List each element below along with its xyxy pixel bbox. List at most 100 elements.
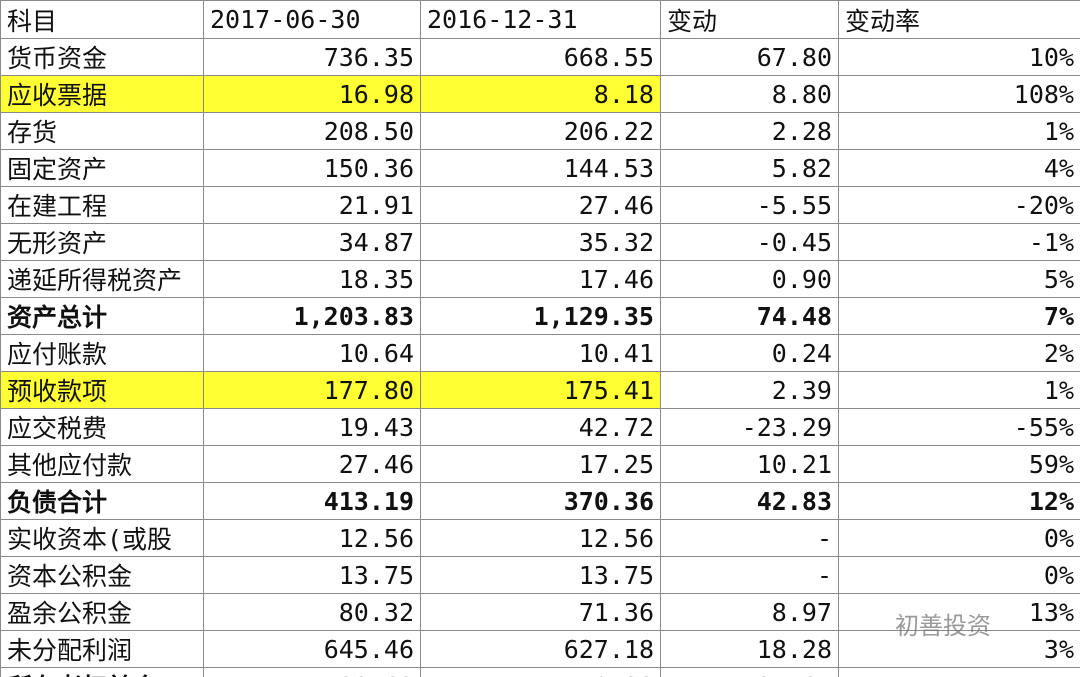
row-label: 应收票据 (0, 75, 204, 113)
row-label: 固定资产 (0, 149, 204, 187)
cell: 0% (838, 519, 1080, 557)
cell: 7% (838, 297, 1080, 335)
cell: - (660, 556, 839, 594)
table-row: 应付账款 10.64 10.41 0.24 2% (0, 334, 1080, 372)
cell: 17.46 (420, 260, 661, 298)
cell: 177.80 (203, 371, 421, 409)
cell: 74.48 (660, 297, 839, 335)
cell: -20% (838, 186, 1080, 224)
cell: 0% (838, 556, 1080, 594)
cell: 0.90 (660, 260, 839, 298)
cell: -1% (838, 223, 1080, 261)
cell: 1% (838, 112, 1080, 150)
cell: 8.80 (660, 75, 839, 113)
cell: 12.56 (203, 519, 421, 557)
table-row: 存货 208.50 206.22 2.28 1% (0, 112, 1080, 150)
cell: 3% (838, 630, 1080, 668)
cell: 736.35 (203, 38, 421, 76)
header-cell: 2016-12-31 (420, 0, 661, 39)
cell: 10.21 (660, 445, 839, 483)
cell: 208.50 (203, 112, 421, 150)
cell: 1,203.83 (203, 297, 421, 335)
table-row: 固定资产 150.36 144.53 5.82 4% (0, 149, 1080, 187)
row-label: 盈余公积金 (0, 593, 204, 631)
cell: 108% (838, 75, 1080, 113)
cell: -23.29 (660, 408, 839, 446)
cell: 8.97 (660, 593, 839, 631)
row-label: 存货 (0, 112, 204, 150)
row-label: 实收资本(或股 (0, 519, 204, 557)
table-row: 资产总计 1,203.83 1,129.35 74.48 7% (0, 297, 1080, 335)
cell: 12.56 (420, 519, 661, 557)
row-label: 未分配利润 (0, 630, 204, 668)
cell: 4% (838, 149, 1080, 187)
cell: -0.45 (660, 223, 839, 261)
header-cell: 科目 (0, 0, 204, 39)
cell: 2.39 (660, 371, 839, 409)
header-cell: 变动率 (838, 0, 1080, 39)
cell: 2.28 (660, 112, 839, 150)
cell: -55% (838, 408, 1080, 446)
cell: 42.83 (660, 482, 839, 520)
cell: 80.32 (203, 593, 421, 631)
cell: 0.24 (660, 334, 839, 372)
cell: 34.87 (203, 223, 421, 261)
cell: 758.99 (420, 667, 661, 677)
cell: 2% (838, 334, 1080, 372)
cell: 206.22 (420, 112, 661, 150)
cell: 1% (838, 371, 1080, 409)
cell: 645.46 (203, 630, 421, 668)
header-cell: 2017-06-30 (203, 0, 421, 39)
cell: 668.55 (420, 38, 661, 76)
row-label: 应付账款 (0, 334, 204, 372)
table-row: 在建工程 21.91 27.46 -5.55 -20% (0, 186, 1080, 224)
table-row: 负债合计 413.19 370.36 42.83 12% (0, 482, 1080, 520)
cell: 71.36 (420, 593, 661, 631)
row-label: 资本公积金 (0, 556, 204, 594)
cell: 790.63 (203, 667, 421, 677)
cell: 370.36 (420, 482, 661, 520)
cell: 13.75 (203, 556, 421, 594)
table-row: 货币资金 736.35 668.55 67.80 10% (0, 38, 1080, 76)
cell: 413.19 (203, 482, 421, 520)
cell: 13.75 (420, 556, 661, 594)
cell: 150.36 (203, 149, 421, 187)
cell: 10.64 (203, 334, 421, 372)
cell: 31.65 (660, 667, 839, 677)
row-label: 资产总计 (0, 297, 204, 335)
row-label: 所有者权益合 (0, 667, 204, 677)
row-label: 递延所得税资产 (0, 260, 204, 298)
row-label: 负债合计 (0, 482, 204, 520)
table-row: 应收票据 16.98 8.18 8.80 108% (0, 75, 1080, 113)
cell: 5.82 (660, 149, 839, 187)
cell: 18.35 (203, 260, 421, 298)
cell: 4% (838, 667, 1080, 677)
cell: 27.46 (420, 186, 661, 224)
table-row: 无形资产 34.87 35.32 -0.45 -1% (0, 223, 1080, 261)
cell: 16.98 (203, 75, 421, 113)
cell: 5% (838, 260, 1080, 298)
table-row: 所有者权益合790.63758.9931.654% (0, 667, 1080, 677)
row-label: 无形资产 (0, 223, 204, 261)
row-label: 预收款项 (0, 371, 204, 409)
cell: 10% (838, 38, 1080, 76)
cell: - (660, 519, 839, 557)
row-label: 在建工程 (0, 186, 204, 224)
table-row: 递延所得税资产 18.35 17.46 0.90 5% (0, 260, 1080, 298)
cell: -5.55 (660, 186, 839, 224)
cell: 21.91 (203, 186, 421, 224)
cell: 27.46 (203, 445, 421, 483)
cell: 18.28 (660, 630, 839, 668)
table-row: 实收资本(或股 12.56 12.56-0% (0, 519, 1080, 557)
table-row: 预收款项 177.80 175.41 2.39 1% (0, 371, 1080, 409)
cell: 144.53 (420, 149, 661, 187)
cell: 175.41 (420, 371, 661, 409)
cell: 17.25 (420, 445, 661, 483)
row-label: 应交税费 (0, 408, 204, 446)
cell: 19.43 (203, 408, 421, 446)
cell: 12% (838, 482, 1080, 520)
header-row: 科目 2017-06-30 2016-12-31 变动 变动率 (0, 0, 1080, 39)
cell: 59% (838, 445, 1080, 483)
